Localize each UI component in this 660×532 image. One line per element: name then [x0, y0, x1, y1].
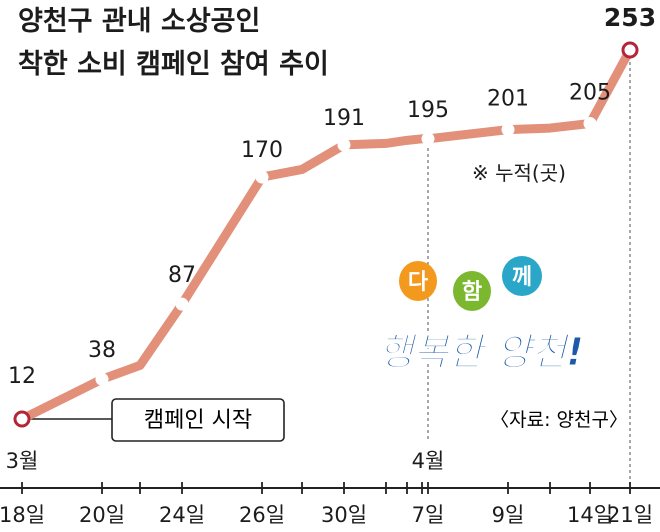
logo-bubble-3 [502, 256, 542, 296]
callout-box [111, 398, 285, 442]
point-marker [255, 170, 269, 184]
data-label: 201 [487, 87, 529, 112]
x-tick-label: 21일 [607, 503, 653, 527]
x-tick-label: 9일 [492, 503, 525, 527]
x-tick-label: 26일 [239, 503, 285, 527]
logo-top-1: 다 [408, 270, 429, 295]
unit-note: ※ 누적(곳) [472, 161, 566, 185]
x-tick-label: 30일 [321, 503, 367, 527]
line-series [13, 41, 639, 428]
chart-title-line2: 착한 소비 캠페인 참여 추이 [18, 49, 329, 80]
data-label: 195 [407, 98, 449, 123]
logo-main-text: 행복한 양천! [378, 330, 583, 374]
data-label: 253 [604, 3, 656, 32]
yangcheon-logo: 다 함 께 행복한 양천! [378, 256, 584, 375]
point-marker [13, 410, 31, 428]
x-tick-label: 24일 [159, 503, 205, 527]
data-label: 12 [8, 364, 36, 389]
point-marker [501, 123, 515, 137]
month-label: 3월 [6, 449, 39, 473]
data-label: 205 [569, 80, 611, 105]
data-label: 170 [241, 138, 283, 163]
point-marker [621, 41, 639, 59]
data-labels: 12 38 87 170 191 195 201 205 253 [8, 3, 656, 389]
point-marker [421, 132, 435, 146]
source-text: 〈자료: 양천구〉 [490, 409, 628, 431]
logo-bubble-1 [399, 261, 437, 301]
point-marker [583, 116, 597, 130]
point-marker [95, 372, 109, 386]
data-label: 191 [323, 106, 365, 131]
callout-label: 캠페인 시작 [144, 408, 252, 433]
logo-top-2: 함 [462, 280, 482, 305]
x-tick-label: 18일 [0, 503, 45, 527]
point-marker [337, 138, 351, 152]
month-label: 4월 [412, 449, 445, 473]
logo-bubble-2 [453, 271, 491, 311]
logo-top-3: 께 [512, 265, 532, 290]
series-line [17, 45, 635, 424]
chart-title-line1: 양천구 관내 소상공인 [18, 6, 260, 37]
x-tick-label: 7일 [412, 503, 445, 527]
point-marker [175, 297, 189, 311]
x-tick-label: 20일 [79, 503, 125, 527]
x-tick-label: 14일 [567, 503, 613, 527]
data-label: 87 [168, 263, 196, 288]
data-label: 38 [88, 338, 116, 363]
